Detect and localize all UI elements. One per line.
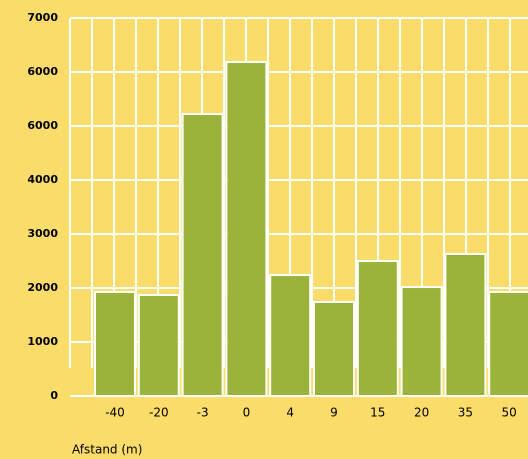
bar — [488, 290, 528, 397]
x-tick-label: 9 — [330, 406, 338, 420]
bar — [313, 300, 355, 397]
x-tick-label: -20 — [149, 406, 169, 420]
x-tick-label: 0 — [243, 406, 251, 420]
x-tick-label: 50 — [502, 406, 517, 420]
bar — [94, 290, 136, 397]
bar — [181, 113, 224, 398]
y-tick-label: 6000 — [27, 65, 58, 78]
x-tick-label: 35 — [458, 406, 473, 420]
bar — [356, 260, 399, 397]
y-tick-label: 1000 — [27, 335, 58, 348]
x-tick-label: 20 — [414, 406, 429, 420]
y-tick-label: 2000 — [27, 281, 58, 294]
y-tick-label: 4000 — [27, 173, 58, 186]
bar — [225, 61, 268, 397]
x-tick-label: 4 — [286, 406, 294, 420]
x-tick-label: -40 — [105, 406, 125, 420]
y-tick-label: 6000 — [27, 119, 58, 132]
x-axis-label: Afstand (m) — [72, 443, 142, 457]
y-tick-label: 3000 — [27, 227, 58, 240]
y-tick-label: 0 — [50, 389, 58, 402]
bar — [444, 252, 487, 397]
x-tick-label: 15 — [370, 406, 385, 420]
bar — [400, 286, 443, 398]
bar — [137, 294, 180, 397]
bar — [269, 274, 312, 398]
x-tick-label: -3 — [197, 406, 209, 420]
y-tick-label: 7000 — [27, 11, 58, 24]
